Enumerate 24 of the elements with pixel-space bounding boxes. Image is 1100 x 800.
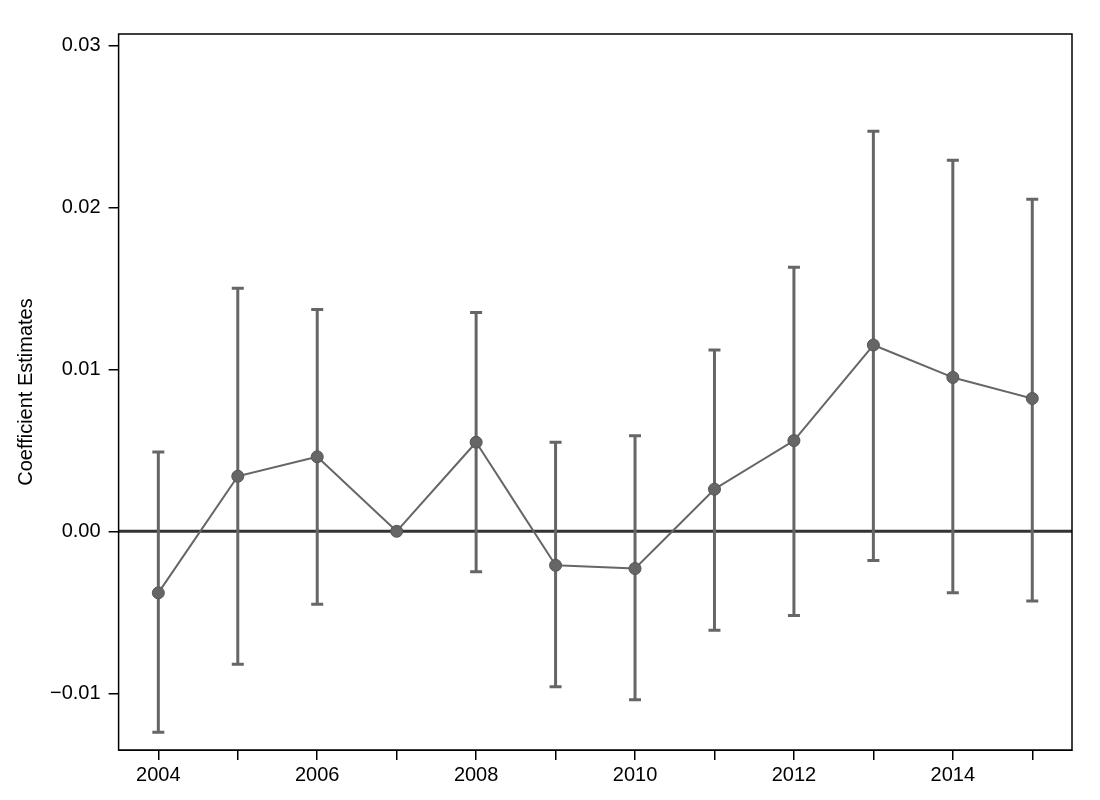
- y-tick-label: 0.00: [61, 518, 101, 541]
- point: [866, 338, 880, 352]
- point: [151, 586, 165, 600]
- point: [390, 524, 404, 538]
- y-tick-label: 0.03: [61, 32, 101, 55]
- point: [549, 558, 563, 572]
- point: [946, 370, 960, 384]
- point: [707, 482, 721, 496]
- point: [231, 469, 245, 483]
- point: [1025, 391, 1039, 405]
- x-tick-label: 2010: [612, 762, 658, 785]
- y-axis-title: Coefficient Estimates: [13, 298, 36, 486]
- point: [628, 562, 642, 576]
- y-tick-label: 0.01: [61, 356, 101, 379]
- x-tick-label: 2004: [136, 762, 181, 785]
- point: [310, 450, 324, 464]
- x-tick-label: 2014: [930, 762, 976, 785]
- x-tick-label: 2008: [453, 762, 499, 785]
- y-tick-label: −0.01: [50, 680, 101, 703]
- x-tick-label: 2012: [771, 762, 817, 785]
- point: [469, 435, 483, 449]
- point: [787, 434, 801, 448]
- y-tick-label: 0.02: [61, 194, 101, 217]
- x-tick-label: 2006: [294, 762, 340, 785]
